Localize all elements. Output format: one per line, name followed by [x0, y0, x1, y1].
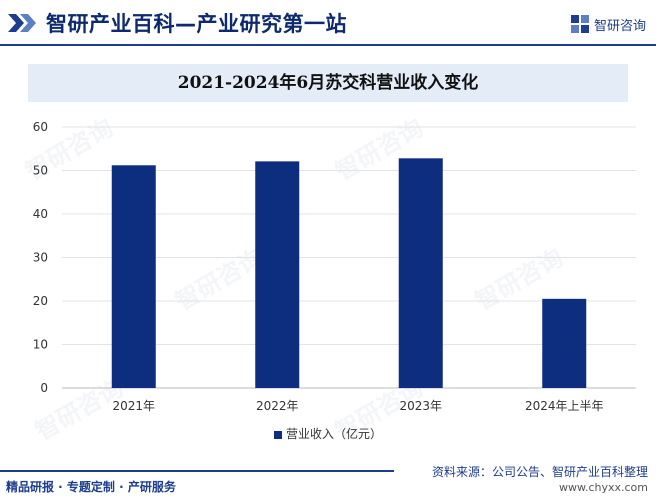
- brand-logo-icon: [570, 15, 589, 33]
- chart-title-band: 2021-2024年6月苏交科营业收入变化: [28, 64, 628, 102]
- page-title: 智研产业百科—产业研究第一站: [46, 12, 347, 36]
- y-tick-label: 60: [33, 120, 48, 134]
- site-url: www.chyxx.com: [558, 481, 648, 494]
- y-tick-label: 50: [33, 164, 48, 178]
- y-tick-label: 10: [33, 338, 48, 352]
- legend: 营业收入（亿元）: [0, 425, 656, 442]
- bar: [255, 161, 300, 388]
- x-tick-label: 2023年: [399, 399, 442, 413]
- legend-swatch: [273, 430, 282, 439]
- y-tick-label: 0: [40, 381, 48, 395]
- header-divider: [0, 44, 656, 46]
- y-tick-label: 30: [33, 251, 48, 265]
- chart-title: 2021-2024年6月苏交科营业收入变化: [177, 73, 479, 93]
- brand-name: 智研咨询: [593, 18, 646, 34]
- source-note: 资料来源：公司公告、智研产业百科整理: [431, 465, 648, 479]
- double-chevron-icon: [8, 14, 36, 32]
- bar-chart: 0 10 20 30 40 50 60 2021年 2022年 2023年 2024年上半年: [33, 120, 636, 413]
- legend-label: 营业收入（亿元）: [285, 427, 382, 441]
- bar: [111, 165, 156, 388]
- y-tick-label: 40: [33, 207, 48, 221]
- brand: 智研咨询: [570, 14, 646, 34]
- y-tick-label: 20: [33, 294, 48, 308]
- footer-divider: [0, 470, 394, 472]
- bar: [542, 298, 587, 388]
- bar: [398, 158, 443, 388]
- header: 智研产业百科—产业研究第一站 智研咨询: [0, 0, 656, 46]
- x-tick-label: 2022年: [256, 399, 299, 413]
- x-tick-label: 2021年: [112, 399, 155, 413]
- footer-tagline: 精品研报 · 专题定制 · 产研服务: [6, 480, 176, 494]
- x-tick-label: 2024年上半年: [525, 399, 604, 413]
